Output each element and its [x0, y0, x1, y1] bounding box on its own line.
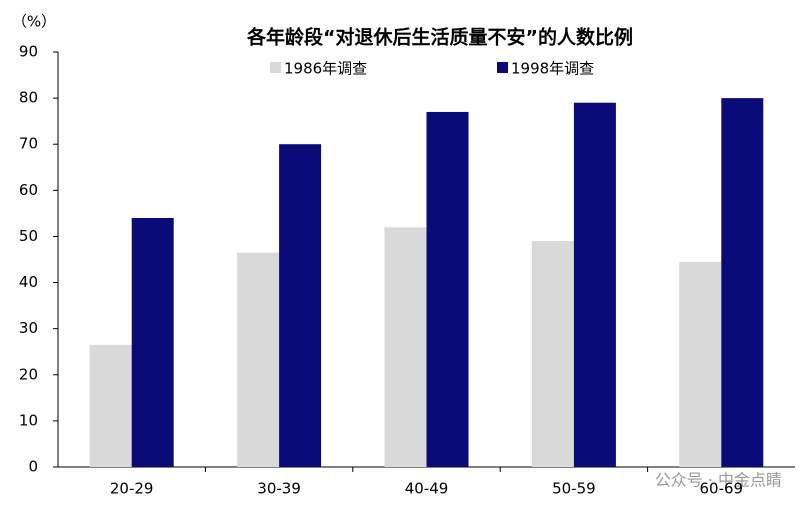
y-tick-label: 50	[19, 227, 38, 245]
bar	[426, 111, 469, 467]
bar	[573, 102, 616, 467]
y-tick-label: 0	[28, 458, 38, 476]
bar	[679, 261, 722, 467]
x-tick-label: 40-49	[405, 480, 449, 498]
legend-label: 1998年调查	[511, 60, 594, 78]
bar	[237, 252, 280, 467]
y-tick-label: 20	[19, 365, 38, 383]
legend-swatch	[270, 62, 281, 73]
chart-title: 各年龄段“对退休后生活质量不安”的人数比例	[246, 26, 633, 49]
x-tick-label: 30-39	[257, 480, 301, 498]
y-tick-label: 60	[19, 181, 38, 199]
y-tick-label: 70	[19, 135, 38, 153]
y-tick-label: 90	[19, 43, 38, 61]
bar	[89, 344, 132, 467]
legend-label: 1986年调查	[284, 60, 367, 78]
x-tick-label: 20-29	[110, 480, 154, 498]
y-tick-label: 30	[19, 319, 38, 337]
legend-swatch	[497, 62, 508, 73]
bar	[531, 241, 574, 467]
watermark: 公众号 · 中金点睛	[655, 471, 782, 490]
y-tick-label: 80	[19, 89, 38, 107]
x-tick-label: 60-69	[700, 480, 744, 498]
bar	[721, 98, 764, 467]
bar	[384, 227, 427, 467]
y-unit: （%）	[12, 13, 56, 31]
y-tick-label: 10	[19, 411, 38, 429]
bar	[279, 144, 322, 467]
bar	[131, 218, 174, 467]
x-tick-label: 50-59	[552, 480, 596, 498]
y-tick-label: 40	[19, 273, 38, 291]
